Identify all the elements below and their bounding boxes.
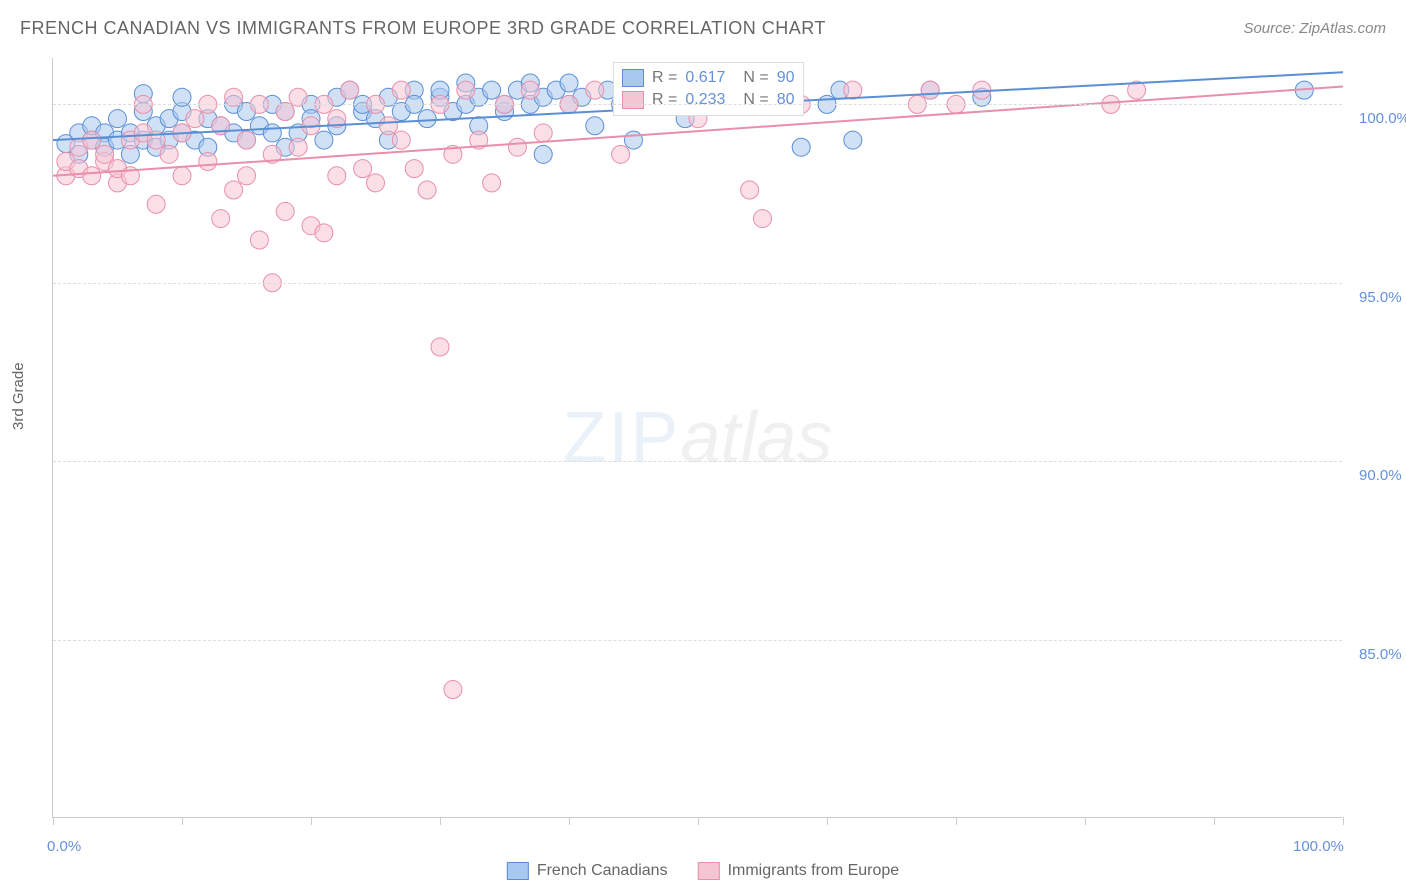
scatter-point xyxy=(560,74,578,92)
x-tick xyxy=(827,817,828,825)
stat-n-value: 90 xyxy=(777,69,795,87)
stat-label: R = xyxy=(652,69,677,87)
scatter-point xyxy=(160,145,178,163)
stat-r-value: 0.617 xyxy=(685,69,725,87)
scatter-point xyxy=(83,131,101,149)
scatter-point xyxy=(392,131,410,149)
scatter-point xyxy=(354,160,372,178)
scatter-point xyxy=(586,81,604,99)
legend-swatch xyxy=(698,862,720,880)
grid-line xyxy=(53,283,1342,284)
grid-line xyxy=(53,640,1342,641)
scatter-point xyxy=(418,110,436,128)
scatter-point xyxy=(534,124,552,142)
scatter-point xyxy=(444,681,462,699)
scatter-point xyxy=(341,81,359,99)
chart-header: FRENCH CANADIAN VS IMMIGRANTS FROM EUROP… xyxy=(20,18,1386,39)
scatter-point xyxy=(521,81,539,99)
scatter-point xyxy=(147,195,165,213)
scatter-point xyxy=(250,231,268,249)
stat-label: R = xyxy=(652,91,677,109)
chart-source: Source: ZipAtlas.com xyxy=(1243,20,1386,37)
scatter-point xyxy=(534,145,552,163)
scatter-point xyxy=(315,224,333,242)
scatter-point xyxy=(263,124,281,142)
x-tick xyxy=(440,817,441,825)
x-tick xyxy=(956,817,957,825)
stats-row: R = 0.617 N = 90 xyxy=(622,67,795,89)
legend-item: French Canadians xyxy=(507,862,668,880)
legend-label: French Canadians xyxy=(537,862,668,880)
scatter-point xyxy=(483,174,501,192)
scatter-point xyxy=(431,338,449,356)
y-axis-title: 3rd Grade xyxy=(10,362,27,430)
scatter-point xyxy=(754,210,772,228)
scatter-point xyxy=(276,202,294,220)
stat-label: N = xyxy=(743,91,768,109)
x-tick xyxy=(311,817,312,825)
series-swatch xyxy=(622,91,644,109)
y-tick-label: 90.0% xyxy=(1359,467,1402,484)
scatter-point xyxy=(212,210,230,228)
grid-line xyxy=(53,104,1342,105)
legend-item: Immigrants from Europe xyxy=(698,862,900,880)
x-tick-label: 100.0% xyxy=(1293,838,1344,855)
scatter-point xyxy=(483,81,501,99)
scatter-point xyxy=(238,131,256,149)
stat-label: N = xyxy=(743,69,768,87)
stat-r-value: 0.233 xyxy=(685,91,725,109)
stat-n-value: 80 xyxy=(777,91,795,109)
scatter-point xyxy=(186,110,204,128)
scatter-point xyxy=(457,81,475,99)
scatter-point xyxy=(96,145,114,163)
scatter-point xyxy=(289,138,307,156)
series-swatch xyxy=(622,69,644,87)
scatter-point xyxy=(379,117,397,135)
scatter-point xyxy=(405,160,423,178)
scatter-point xyxy=(83,167,101,185)
y-tick-label: 100.0% xyxy=(1359,110,1406,127)
scatter-point xyxy=(392,81,410,99)
scatter-point xyxy=(418,181,436,199)
x-tick xyxy=(698,817,699,825)
scatter-point xyxy=(199,152,217,170)
stats-box: R = 0.617 N = 90 R = 0.233 N = 80 xyxy=(613,62,804,116)
scatter-point xyxy=(612,145,630,163)
scatter-point xyxy=(173,167,191,185)
scatter-point xyxy=(508,138,526,156)
scatter-point xyxy=(792,138,810,156)
scatter-point xyxy=(921,81,939,99)
x-tick xyxy=(182,817,183,825)
scatter-point xyxy=(328,167,346,185)
x-tick xyxy=(569,817,570,825)
grid-line xyxy=(53,461,1342,462)
scatter-point xyxy=(315,131,333,149)
legend-swatch xyxy=(507,862,529,880)
scatter-svg xyxy=(53,58,1342,817)
scatter-point xyxy=(238,167,256,185)
x-tick xyxy=(1085,817,1086,825)
scatter-point xyxy=(625,131,643,149)
scatter-point xyxy=(109,110,127,128)
scatter-point xyxy=(844,131,862,149)
x-tick xyxy=(53,817,54,825)
scatter-point xyxy=(367,174,385,192)
stats-row: R = 0.233 N = 80 xyxy=(622,89,795,111)
y-tick-label: 95.0% xyxy=(1359,289,1402,306)
x-tick xyxy=(1343,817,1344,825)
x-tick-label: 0.0% xyxy=(47,838,81,855)
scatter-point xyxy=(225,181,243,199)
chart-title: FRENCH CANADIAN VS IMMIGRANTS FROM EUROP… xyxy=(20,18,826,39)
plot-area: ZIPatlas R =0.617N =90R =0.233N =80 100.… xyxy=(52,58,1342,818)
legend-label: Immigrants from Europe xyxy=(728,862,900,880)
y-tick-label: 85.0% xyxy=(1359,646,1402,663)
scatter-point xyxy=(741,181,759,199)
legend: French Canadians Immigrants from Europe xyxy=(507,862,899,880)
scatter-point xyxy=(586,117,604,135)
x-tick xyxy=(1214,817,1215,825)
scatter-point xyxy=(844,81,862,99)
